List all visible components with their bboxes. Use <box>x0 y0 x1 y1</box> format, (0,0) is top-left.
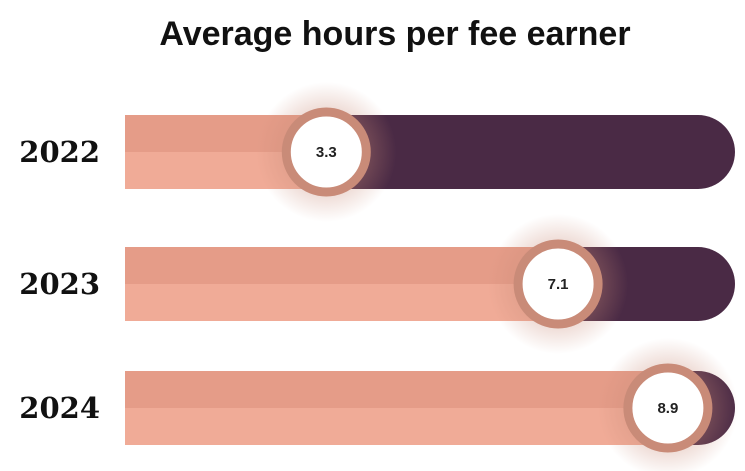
category-label: 2022 <box>19 135 100 169</box>
category-label: 2024 <box>19 391 100 425</box>
value-label: 8.9 <box>657 400 678 417</box>
bar-fill-top <box>125 371 668 408</box>
marker <box>281 107 371 197</box>
value-label: 7.1 <box>548 276 569 293</box>
marker <box>623 363 713 453</box>
bar-fill-top <box>125 247 559 284</box>
bar <box>125 371 668 445</box>
chart-title: Average hours per fee earner <box>159 15 630 53</box>
bar <box>125 247 559 321</box>
marker <box>513 239 603 329</box>
category-label: 2023 <box>19 267 100 301</box>
bar-fill-bottom <box>125 408 668 445</box>
bar-fill-bottom <box>125 284 559 321</box>
value-label: 3.3 <box>316 144 337 161</box>
